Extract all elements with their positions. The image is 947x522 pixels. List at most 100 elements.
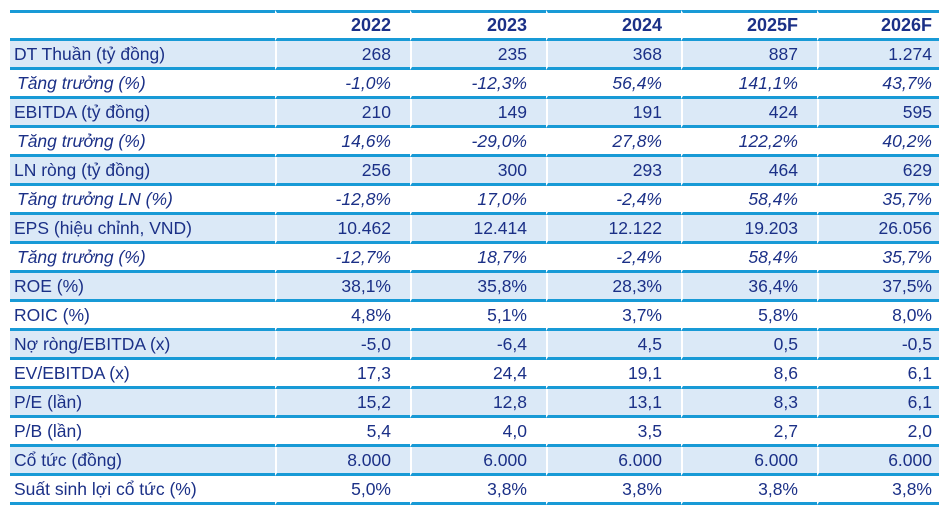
metric-label-cell: P/B (lần) xyxy=(10,418,275,447)
value-cell: 300 xyxy=(410,157,546,186)
value-cell: -6,4 xyxy=(410,331,546,360)
value-cell: 12,8 xyxy=(410,389,546,418)
metric-label-cell: EPS (hiệu chỉnh, VND) xyxy=(10,215,275,244)
value-cell: 6.000 xyxy=(546,447,681,476)
financial-summary-table: 2022 2023 2024 2025F 2026F DT Thuần (tỷ đồng… xyxy=(10,10,939,505)
value-cell: 56,4% xyxy=(546,70,681,99)
value-cell: 6.000 xyxy=(681,447,817,476)
value-cell: 8,3 xyxy=(681,389,817,418)
value-cell: 424 xyxy=(681,99,817,128)
value-cell: 4,5 xyxy=(546,331,681,360)
value-cell: 5,0% xyxy=(275,476,410,505)
value-cell: 27,8% xyxy=(546,128,681,157)
year-column-header: 2023 xyxy=(410,10,546,41)
table-row: Tăng trưởng (%) -1,0% -12,3% 56,4% 141,1% 43,… xyxy=(10,70,939,99)
table-row: Tăng trưởng (%) -12,7% 18,7% -2,4% 58,4% 35,7… xyxy=(10,244,939,273)
value-cell: 3,8% xyxy=(817,476,939,505)
metric-label-cell: Suất sinh lợi cổ tức (%) xyxy=(10,476,275,505)
value-cell: 3,7% xyxy=(546,302,681,331)
value-cell: 36,4% xyxy=(681,273,817,302)
metric-label-cell: EBITDA (tỷ đồng) xyxy=(10,99,275,128)
metric-label-cell: LN ròng (tỷ đồng) xyxy=(10,157,275,186)
value-cell: 15,2 xyxy=(275,389,410,418)
table-row: EPS (hiệu chỉnh, VND) 10.462 12.414 12.122 1… xyxy=(10,215,939,244)
metric-label-cell: Tăng trưởng (%) xyxy=(10,244,275,273)
value-cell: 3,5 xyxy=(546,418,681,447)
value-cell: -5,0 xyxy=(275,331,410,360)
value-cell: 17,3 xyxy=(275,360,410,389)
value-cell: 2,0 xyxy=(817,418,939,447)
value-cell: -12,7% xyxy=(275,244,410,273)
value-cell: 8.000 xyxy=(275,447,410,476)
value-cell: 5,1% xyxy=(410,302,546,331)
value-cell: 6.000 xyxy=(410,447,546,476)
value-cell: 268 xyxy=(275,41,410,70)
value-cell: 6,1 xyxy=(817,360,939,389)
value-cell: 464 xyxy=(681,157,817,186)
table-header: 2022 2023 2024 2025F 2026F xyxy=(10,10,939,41)
value-cell: 8,6 xyxy=(681,360,817,389)
value-cell: 6,1 xyxy=(817,389,939,418)
table-row: P/B (lần) 5,4 4,0 3,5 2,7 2,0 xyxy=(10,418,939,447)
value-cell: 887 xyxy=(681,41,817,70)
value-cell: -29,0% xyxy=(410,128,546,157)
value-cell: 149 xyxy=(410,99,546,128)
value-cell: 1.274 xyxy=(817,41,939,70)
value-cell: 28,3% xyxy=(546,273,681,302)
table-row: P/E (lần) 15,2 12,8 13,1 8,3 6,1 xyxy=(10,389,939,418)
value-cell: 12.122 xyxy=(546,215,681,244)
value-cell: 4,8% xyxy=(275,302,410,331)
metric-label-cell: Cổ tức (đồng) xyxy=(10,447,275,476)
value-cell: -0,5 xyxy=(817,331,939,360)
value-cell: -1,0% xyxy=(275,70,410,99)
value-cell: 210 xyxy=(275,99,410,128)
value-cell: 14,6% xyxy=(275,128,410,157)
value-cell: 58,4% xyxy=(681,244,817,273)
value-cell: 37,5% xyxy=(817,273,939,302)
table-row: EV/EBITDA (x) 17,3 24,4 19,1 8,6 6,1 xyxy=(10,360,939,389)
value-cell: 122,2% xyxy=(681,128,817,157)
value-cell: 5,8% xyxy=(681,302,817,331)
value-cell: -2,4% xyxy=(546,244,681,273)
value-cell: 19,1 xyxy=(546,360,681,389)
table-row: Cổ tức (đồng) 8.000 6.000 6.000 6.000 6.000 xyxy=(10,447,939,476)
value-cell: 38,1% xyxy=(275,273,410,302)
value-cell: 13,1 xyxy=(546,389,681,418)
table-row: EBITDA (tỷ đồng) 210 149 191 424 595 xyxy=(10,99,939,128)
metric-label-cell: Tăng trưởng (%) xyxy=(10,128,275,157)
value-cell: -12,3% xyxy=(410,70,546,99)
value-cell: 141,1% xyxy=(681,70,817,99)
value-cell: 35,7% xyxy=(817,244,939,273)
value-cell: 235 xyxy=(410,41,546,70)
year-column-header: 2022 xyxy=(275,10,410,41)
value-cell: 26.056 xyxy=(817,215,939,244)
table-row: Suất sinh lợi cổ tức (%) 5,0% 3,8% 3,8% 3,8%… xyxy=(10,476,939,505)
value-cell: 17,0% xyxy=(410,186,546,215)
value-cell: 595 xyxy=(817,99,939,128)
value-cell: 3,8% xyxy=(410,476,546,505)
value-cell: 43,7% xyxy=(817,70,939,99)
header-row: 2022 2023 2024 2025F 2026F xyxy=(10,10,939,41)
year-column-header: 2026F xyxy=(817,10,939,41)
value-cell: 368 xyxy=(546,41,681,70)
value-cell: 58,4% xyxy=(681,186,817,215)
value-cell: 5,4 xyxy=(275,418,410,447)
table-row: Nợ ròng/EBITDA (x) -5,0 -6,4 4,5 0,5 -0,5 xyxy=(10,331,939,360)
value-cell: 629 xyxy=(817,157,939,186)
value-cell: 3,8% xyxy=(681,476,817,505)
metric-label-cell: Nợ ròng/EBITDA (x) xyxy=(10,331,275,360)
table-row: Tăng trưởng LN (%) -12,8% 17,0% -2,4% 58,4% 3… xyxy=(10,186,939,215)
table-row: DT Thuần (tỷ đồng) 268 235 368 887 1.274 xyxy=(10,41,939,70)
metric-label-cell: Tăng trưởng LN (%) xyxy=(10,186,275,215)
table-row: Tăng trưởng (%) 14,6% -29,0% 27,8% 122,2% 40,… xyxy=(10,128,939,157)
metric-label-cell: P/E (lần) xyxy=(10,389,275,418)
table-row: ROIC (%) 4,8% 5,1% 3,7% 5,8% 8,0% xyxy=(10,302,939,331)
metric-label-cell: Tăng trưởng (%) xyxy=(10,70,275,99)
value-cell: 18,7% xyxy=(410,244,546,273)
value-cell: 6.000 xyxy=(817,447,939,476)
table-row: LN ròng (tỷ đồng) 256 300 293 464 629 xyxy=(10,157,939,186)
metric-label-cell: DT Thuần (tỷ đồng) xyxy=(10,41,275,70)
metric-column-header xyxy=(10,10,275,41)
metric-label-cell: ROE (%) xyxy=(10,273,275,302)
table-body: DT Thuần (tỷ đồng) 268 235 368 887 1.274 Tăng … xyxy=(10,41,939,505)
